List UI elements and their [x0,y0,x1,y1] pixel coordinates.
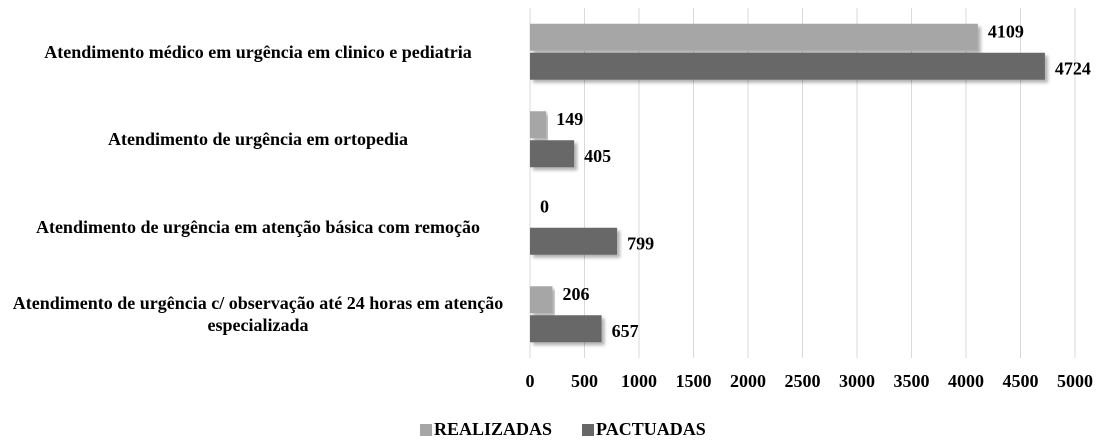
bar [530,140,575,168]
value-label: 4724 [1055,58,1091,78]
bar [530,227,618,255]
bar [530,286,553,314]
legend-label: PACTUADAS [596,419,706,439]
x-tick-label: 500 [571,371,598,391]
value-label: 0 [540,196,549,216]
x-tick-label: 5000 [1057,371,1093,391]
legend-swatch [420,424,432,436]
x-tick-label: 4000 [948,371,984,391]
value-label: 4109 [988,21,1024,41]
category-label: Atendimento de urgência c/ observação at… [12,293,504,336]
category-label: Atendimento médico em urgência em clinic… [44,41,472,62]
x-tick-label: 4500 [1003,371,1039,391]
x-tick-label: 2000 [730,371,766,391]
value-label: 799 [627,233,654,253]
legend-swatch [582,424,595,436]
bar [530,111,547,139]
legend-label: REALIZADAS [434,419,552,439]
x-tick-label: 2500 [785,371,821,391]
x-tick-label: 1500 [676,371,712,391]
category-label: Atendimento de urgência em ortopedia [108,129,408,150]
x-tick-label: 3000 [839,371,875,391]
bar [530,52,1045,80]
x-tick-label: 3500 [894,371,930,391]
x-tick-label: 0 [526,371,535,391]
bar [530,315,602,343]
x-tick-label: 1000 [621,371,657,391]
category-label: Atendimento de urgência em atenção básic… [35,216,481,237]
value-label: 657 [612,321,639,341]
value-label: 206 [562,284,589,304]
value-label: 405 [584,146,611,166]
bar [530,23,978,51]
value-label: 149 [556,109,583,129]
